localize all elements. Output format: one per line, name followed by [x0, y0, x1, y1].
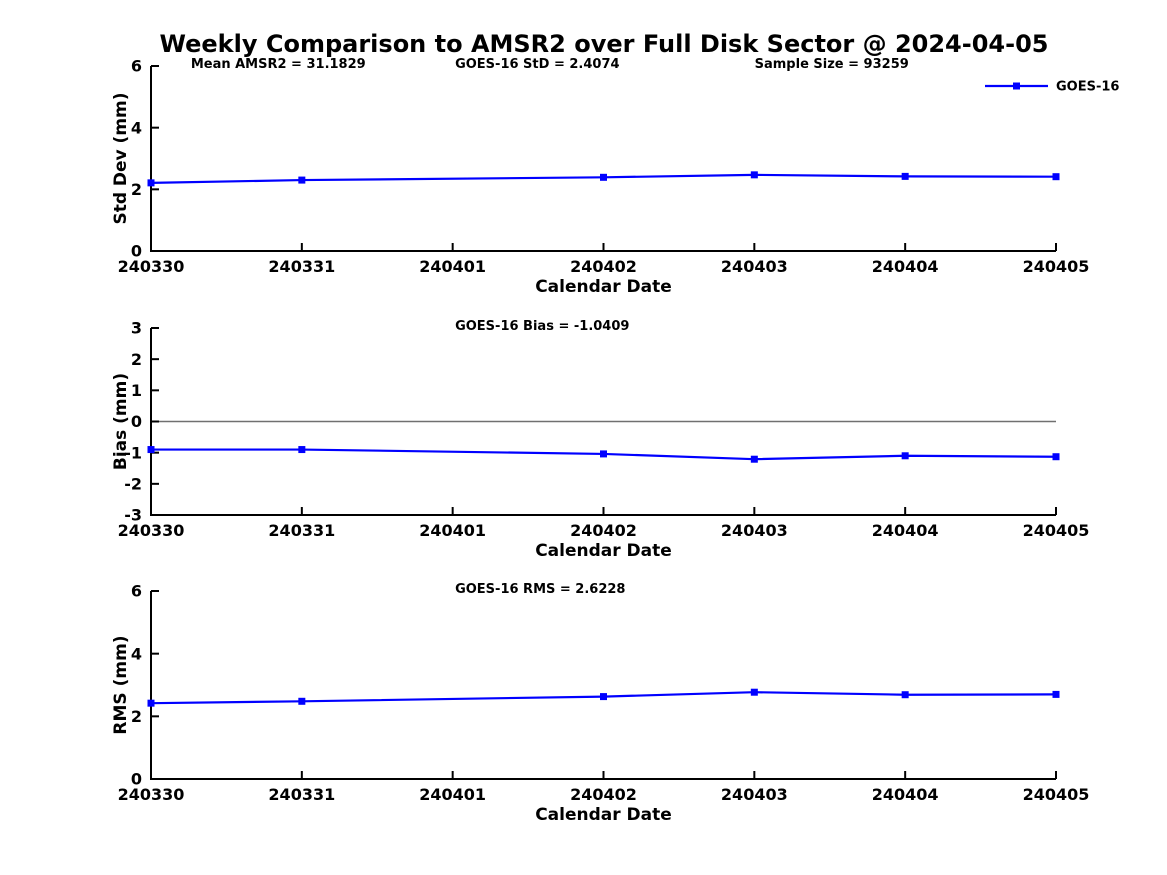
series-line [150, 173, 1057, 184]
data-point-marker [298, 446, 306, 454]
figure-title: Weekly Comparison to AMSR2 over Full Dis… [160, 30, 1049, 58]
x-tick-label: 240404 [872, 521, 939, 540]
legend: GOES-16 [985, 80, 1119, 95]
x-tick-label: 240330 [118, 521, 185, 540]
y-axis-label: Bias (mm) [111, 373, 131, 470]
legend-marker [1013, 82, 1020, 90]
y-tick-label: 0 [131, 242, 142, 261]
series-line [151, 448, 1057, 461]
data-point-marker [147, 446, 155, 454]
data-point-marker [298, 697, 306, 705]
data-point-marker [147, 179, 155, 187]
x-tick-label: 240405 [1023, 521, 1090, 540]
series-line [150, 691, 1057, 705]
x-tick-label: 240402 [570, 257, 637, 276]
y-axis-label: Std Dev (mm) [111, 92, 131, 224]
stat-annotation: Mean AMSR2 = 31.1829 [191, 57, 366, 72]
data-point-marker [901, 452, 909, 460]
stat-annotation: GOES-16 Bias = -1.0409 [455, 319, 629, 334]
axes-frame [150, 66, 1056, 252]
x-axis-label: Calendar Date [535, 805, 672, 825]
subplot-bias: -3 -2 -1 0 1 2 3 240330 240331 240401 240402 240403… [111, 319, 1089, 561]
x-tick-label: 240404 [872, 785, 939, 804]
y-axis-label: RMS (mm) [111, 635, 131, 734]
y-tick-label: 4 [131, 644, 142, 663]
y-tick-label: 2 [131, 350, 142, 369]
axes-frame [150, 591, 1056, 780]
y-tick-label: 2 [131, 180, 142, 199]
data-point-marker [298, 176, 306, 184]
x-tick-label: 240330 [118, 257, 185, 276]
data-point-marker [600, 693, 607, 701]
y-tick-label: -2 [124, 474, 142, 493]
y-tick-label: 2 [131, 707, 142, 726]
data-point-marker [750, 455, 758, 463]
data-point-marker [750, 688, 758, 696]
x-tick-label: 240405 [1023, 257, 1090, 276]
x-tick-label: 240401 [419, 521, 486, 540]
x-tick-label: 240330 [118, 785, 185, 804]
data-point-marker [1052, 690, 1060, 698]
x-tick-label: 240331 [268, 521, 335, 540]
x-tick-label: 240331 [268, 257, 335, 276]
stat-annotation: Sample Size = 93259 [755, 57, 909, 72]
y-tick-label: 4 [131, 118, 142, 137]
data-point-marker [600, 173, 607, 181]
data-point-marker [1052, 173, 1060, 181]
y-tick-label: 0 [131, 412, 142, 431]
data-point-marker [750, 171, 758, 179]
x-tick-label: 240403 [721, 785, 788, 804]
x-tick-label: 240331 [268, 785, 335, 804]
charts-root: 0 2 4 6 240330 240331 240401 240402 240403 240404… [111, 57, 1120, 825]
y-tick-label: 6 [131, 582, 142, 601]
x-tick-label: 240405 [1023, 785, 1090, 804]
stat-annotation: GOES-16 RMS = 2.6228 [455, 582, 625, 597]
subplot-rms: 0 2 4 6 240330 240331 240401 240402 240403 240404… [111, 582, 1089, 825]
y-tick-label: -1 [124, 443, 142, 462]
x-tick-label: 240402 [570, 785, 637, 804]
y-tick-label: 0 [131, 770, 142, 789]
y-tick-label: 1 [131, 381, 142, 400]
x-axis-label: Calendar Date [535, 277, 672, 297]
x-tick-label: 240403 [721, 257, 788, 276]
x-tick-label: 240402 [570, 521, 637, 540]
subplot-stddev: 0 2 4 6 240330 240331 240401 240402 240403 240404… [111, 57, 1120, 297]
data-point-marker [147, 699, 155, 707]
stat-annotation: GOES-16 StD = 2.4074 [455, 57, 619, 72]
y-tick-label: 3 [131, 319, 142, 338]
x-tick-label: 240403 [721, 521, 788, 540]
data-point-marker [901, 172, 909, 180]
legend-label: GOES-16 [1056, 80, 1119, 95]
data-point-marker [1052, 453, 1060, 461]
x-axis-label: Calendar Date [535, 541, 672, 561]
x-tick-label: 240401 [419, 257, 486, 276]
y-tick-label: 6 [131, 57, 142, 76]
x-tick-label: 240401 [419, 785, 486, 804]
data-point-marker [600, 450, 607, 458]
x-tick-label: 240404 [872, 257, 939, 276]
y-tick-label: -3 [124, 506, 142, 525]
data-point-marker [901, 691, 909, 699]
